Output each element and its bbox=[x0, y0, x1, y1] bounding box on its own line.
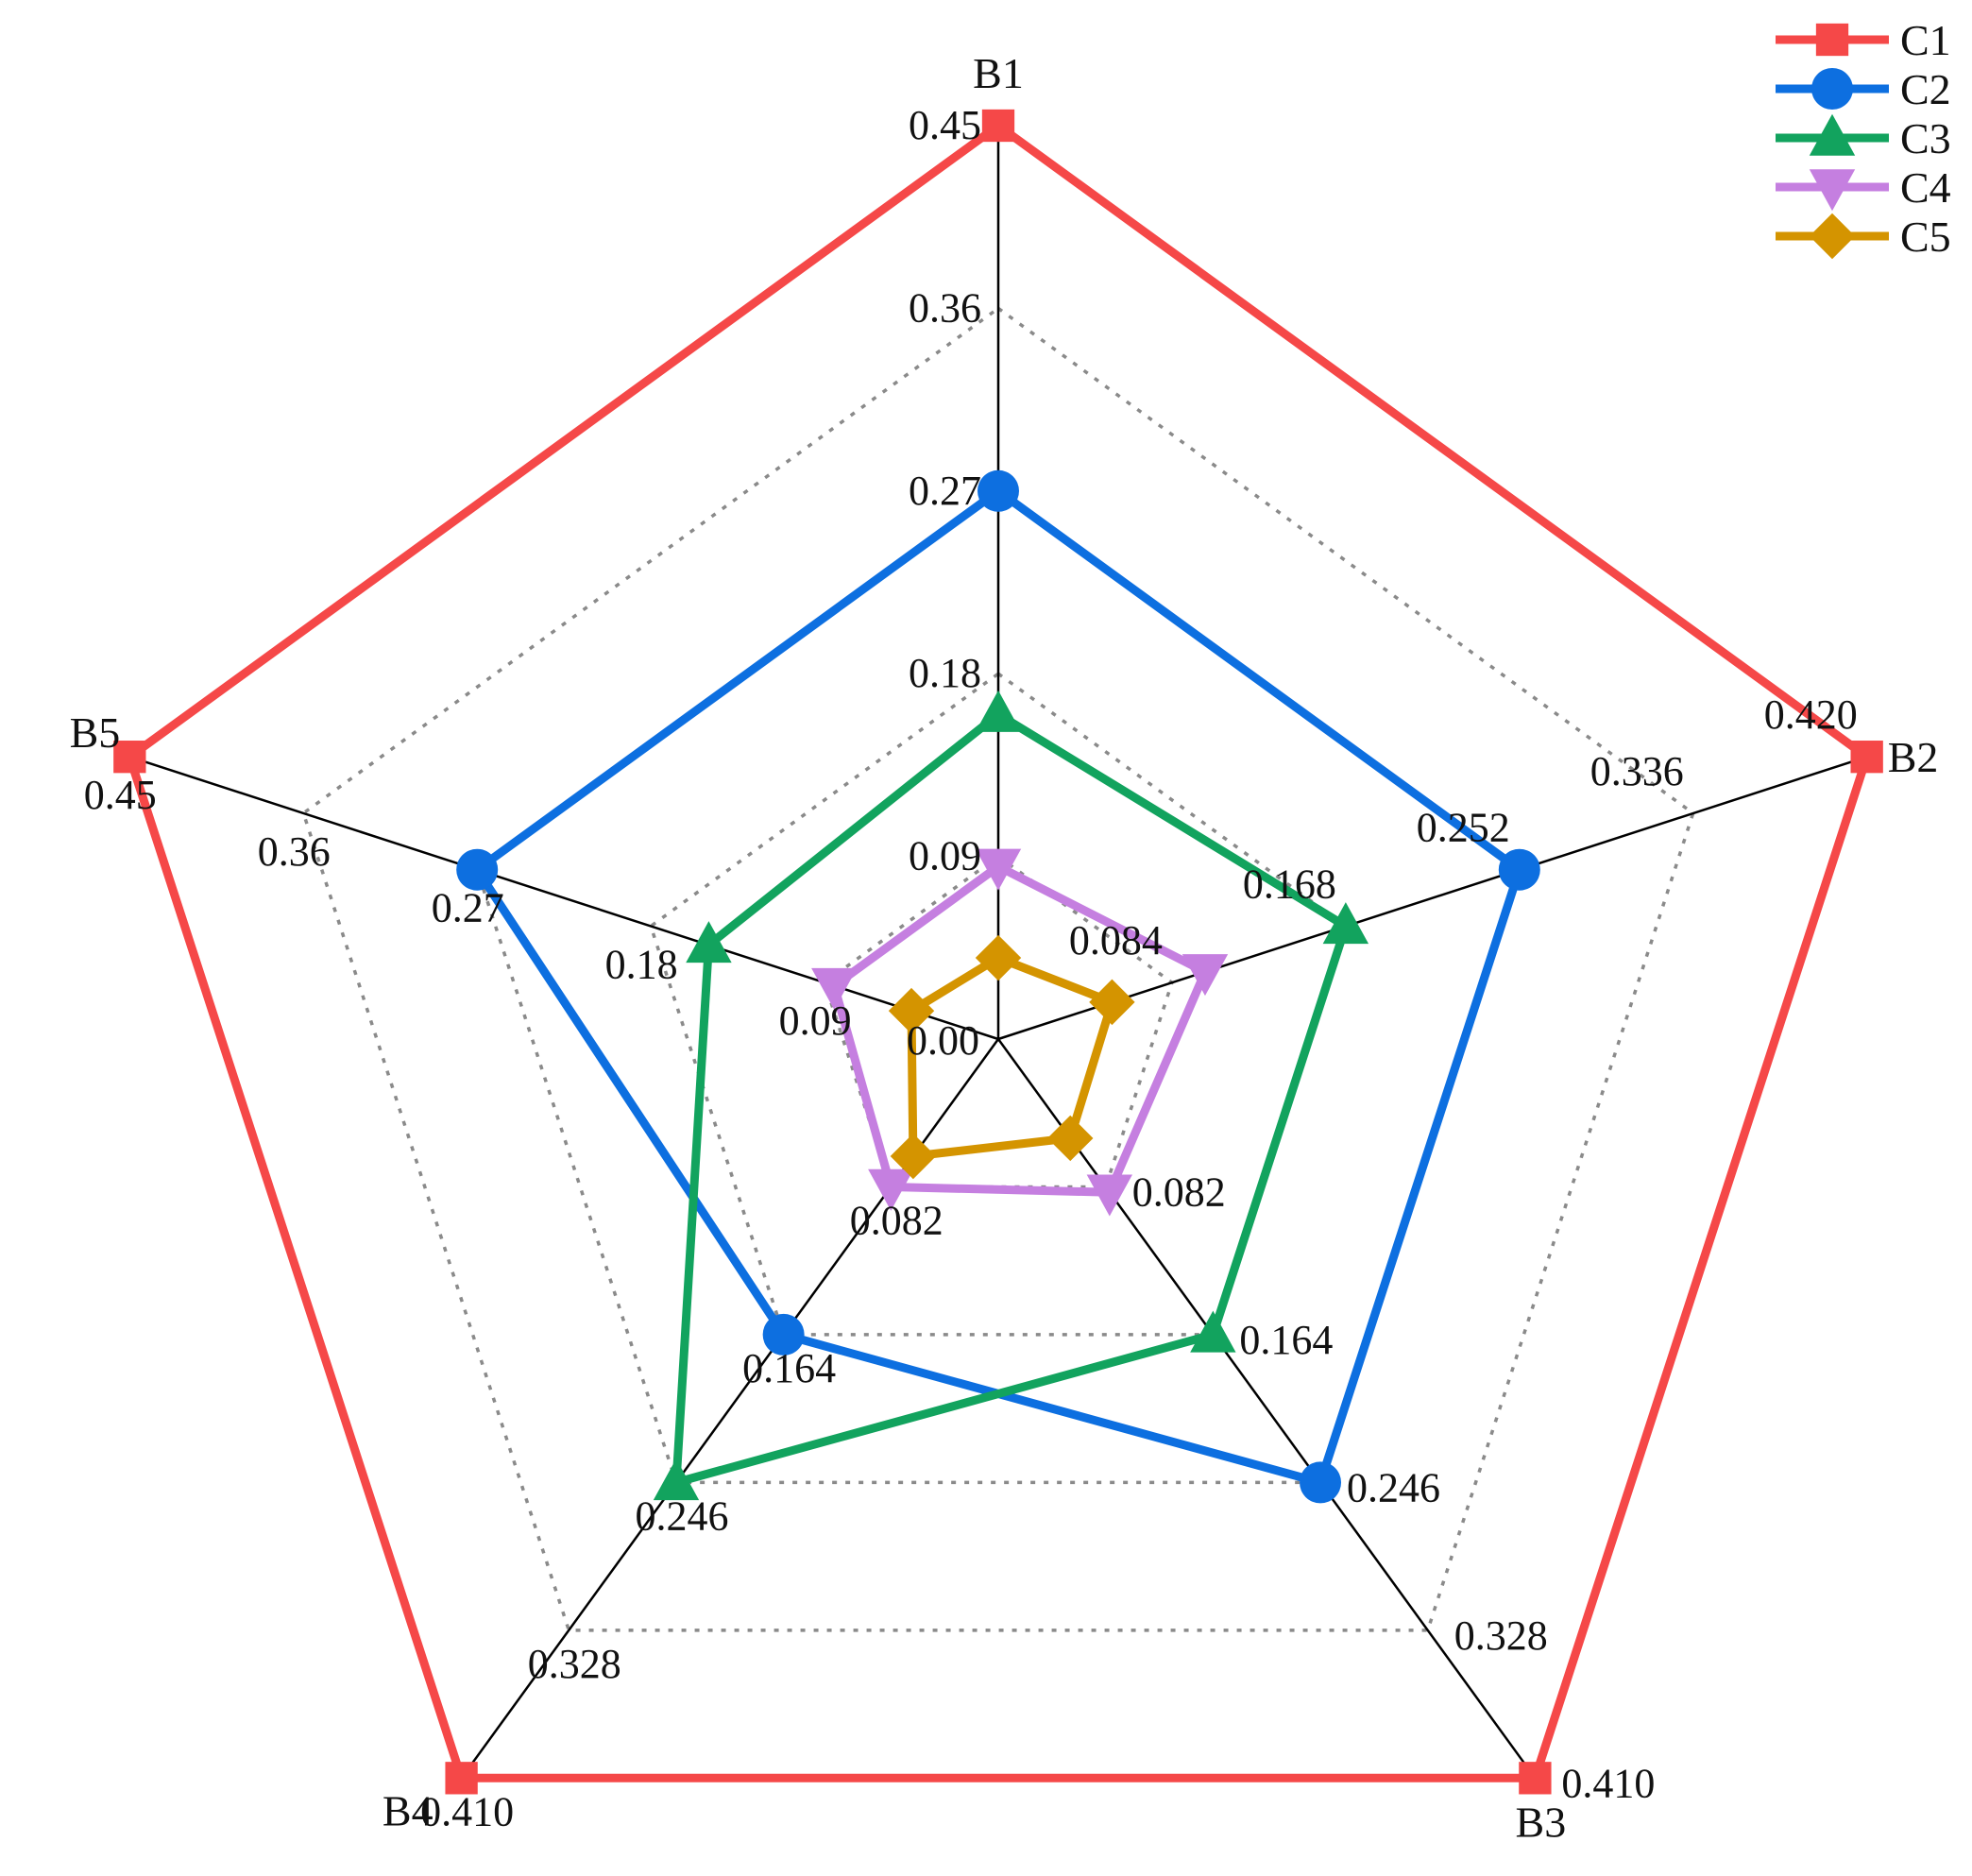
grid-ring-2 bbox=[649, 672, 1348, 1337]
marker-c5-b5 bbox=[888, 987, 935, 1034]
tick-label-b1-3: 0.27 bbox=[909, 468, 981, 514]
tick-label-b5-0: 0.09 bbox=[779, 998, 852, 1044]
axis-line-b3 bbox=[996, 1038, 1537, 1780]
marker-c1-b1 bbox=[981, 109, 1015, 143]
legend-item-c3: C3 bbox=[1776, 113, 1951, 162]
tick-label-b3-0: 0.082 bbox=[1132, 1169, 1226, 1216]
legend-marker-c1 bbox=[1815, 23, 1849, 57]
tick-label-b2-1: 0.168 bbox=[1243, 861, 1336, 908]
marker-c2-b5 bbox=[456, 848, 499, 891]
legend-label-c5: C5 bbox=[1900, 213, 1951, 261]
marker-c3-b3 bbox=[1190, 1310, 1236, 1353]
series-c4 bbox=[811, 848, 1229, 1217]
marker-c5-b1 bbox=[975, 934, 1022, 981]
legend-item-c4: C4 bbox=[1776, 163, 1951, 212]
axis-label-b1: B1 bbox=[973, 49, 1024, 97]
series-c3 bbox=[653, 690, 1369, 1501]
tick-label-b5-2: 0.27 bbox=[432, 885, 504, 931]
marker-c5-b4 bbox=[890, 1133, 937, 1180]
tick-label-b2-2: 0.252 bbox=[1417, 805, 1510, 851]
legend-label-c4: C4 bbox=[1900, 163, 1951, 212]
legend-marker-c5 bbox=[1809, 213, 1856, 260]
tick-label-b5-4: 0.45 bbox=[84, 772, 157, 818]
tick-label-b1-0: 0.00 bbox=[907, 1017, 979, 1064]
marker-c3-b5 bbox=[686, 921, 732, 964]
marker-c2-b2 bbox=[1498, 848, 1540, 891]
series-line-c3 bbox=[672, 709, 1351, 1487]
tick-label-b4-2: 0.246 bbox=[636, 1492, 729, 1539]
series-line-c1 bbox=[125, 121, 1872, 1782]
tick-label-b5-1: 0.18 bbox=[605, 942, 678, 988]
series-c1 bbox=[113, 109, 1883, 1795]
marker-c1-b5 bbox=[113, 741, 146, 774]
tick-label-b3-1: 0.164 bbox=[1239, 1317, 1333, 1363]
series-c5 bbox=[888, 934, 1135, 1180]
series-line-c2 bbox=[472, 486, 1524, 1487]
series-line-c5 bbox=[907, 953, 1116, 1161]
series-c2 bbox=[456, 469, 1540, 1504]
tick-label-b4-4: 0.410 bbox=[420, 1788, 514, 1834]
legend-marker-c3 bbox=[1809, 113, 1856, 156]
legend-item-c1: C1 bbox=[1776, 16, 1951, 64]
marker-c5-b2 bbox=[1089, 979, 1135, 1026]
legend-item-c2: C2 bbox=[1776, 65, 1951, 113]
tick-label-b2-4: 0.420 bbox=[1764, 691, 1858, 738]
radar-tick-labels: 0.00 0.09 0.18 0.27 0.36 0.45 0.084 0.168 0.252 0… bbox=[84, 102, 1858, 1834]
grid-ring-4 bbox=[301, 306, 1695, 1632]
tick-label-b2-0: 0.084 bbox=[1069, 917, 1163, 964]
radar-series bbox=[113, 109, 1883, 1795]
axis-line-b5 bbox=[128, 756, 999, 1041]
marker-c2-b1 bbox=[978, 469, 1019, 512]
marker-c1-b3 bbox=[1519, 1762, 1552, 1795]
tick-label-b2-3: 0.336 bbox=[1590, 748, 1684, 794]
legend-label-c3: C3 bbox=[1900, 114, 1951, 162]
tick-label-b4-1: 0.164 bbox=[742, 1345, 836, 1391]
marker-c4-b2 bbox=[1182, 954, 1229, 997]
radar-axis-labels: B1 B2 B3 B4 B5 bbox=[70, 49, 1939, 1846]
tick-label-b1-2: 0.18 bbox=[909, 650, 981, 696]
axis-line-b2 bbox=[997, 756, 1868, 1041]
axis-label-b3: B3 bbox=[1516, 1798, 1567, 1846]
marker-c2-b3 bbox=[1300, 1461, 1342, 1504]
marker-c4-b5 bbox=[811, 967, 858, 1010]
axis-label-b2: B2 bbox=[1888, 733, 1939, 781]
marker-c3-b4 bbox=[653, 1458, 700, 1501]
legend-label-c1: C1 bbox=[1900, 16, 1951, 64]
tick-label-b4-0: 0.082 bbox=[850, 1198, 944, 1244]
marker-c1-b2 bbox=[1850, 741, 1883, 774]
tick-label-b1-1: 0.09 bbox=[909, 833, 981, 879]
tick-label-b1-4: 0.36 bbox=[909, 284, 981, 331]
marker-c1-b4 bbox=[445, 1762, 478, 1795]
tick-label-b3-3: 0.328 bbox=[1454, 1612, 1548, 1659]
legend-item-c5: C5 bbox=[1776, 213, 1951, 261]
marker-c4-b1 bbox=[975, 848, 1022, 891]
marker-c2-b4 bbox=[762, 1313, 805, 1356]
legend-label-c2: C2 bbox=[1900, 65, 1951, 113]
marker-c4-b4 bbox=[868, 1168, 914, 1211]
tick-label-b4-3: 0.328 bbox=[528, 1641, 621, 1687]
legend-marker-c4 bbox=[1809, 169, 1856, 212]
tick-label-b3-2: 0.246 bbox=[1347, 1464, 1440, 1510]
tick-label-b3-4: 0.410 bbox=[1561, 1760, 1655, 1806]
axis-label-b5: B5 bbox=[70, 708, 121, 757]
marker-c3-b1 bbox=[975, 690, 1022, 732]
legend-marker-c2 bbox=[1811, 68, 1853, 110]
tick-label-b5-3: 0.36 bbox=[258, 828, 331, 875]
marker-c4-b3 bbox=[1086, 1174, 1133, 1217]
radar-axes bbox=[128, 126, 1868, 1780]
tick-label-b1-5: 0.45 bbox=[909, 102, 981, 148]
axis-label-b4: B4 bbox=[382, 1786, 434, 1834]
series-line-c4 bbox=[829, 861, 1210, 1197]
marker-c3-b2 bbox=[1322, 902, 1369, 945]
marker-c5-b3 bbox=[1047, 1115, 1094, 1162]
